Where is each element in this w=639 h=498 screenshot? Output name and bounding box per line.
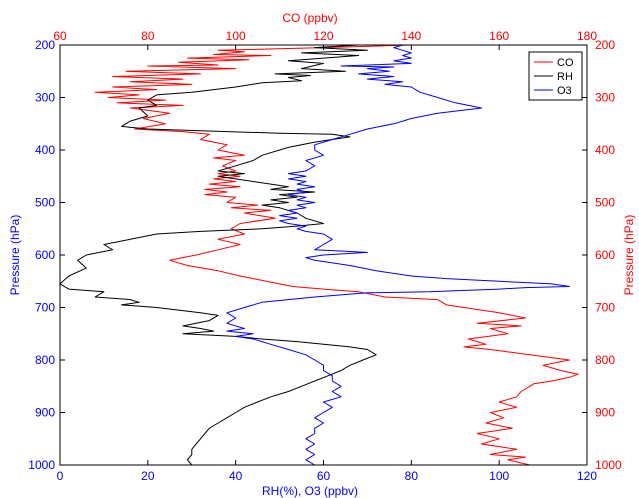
right-y-tick-label: 1000 — [595, 458, 622, 472]
bottom-x-tick-label: 80 — [405, 469, 419, 483]
legend-label-rh: RH — [557, 71, 573, 83]
bottom-x-axis-label: RH(%), O3 (ppbv) — [262, 484, 358, 498]
left-y-tick-label: 200 — [35, 38, 55, 52]
right-y-tick-label: 500 — [595, 196, 615, 210]
bottom-x-tick-label: 100 — [489, 469, 509, 483]
left-y-tick-label: 300 — [35, 91, 55, 105]
right-y-tick-label: 600 — [595, 248, 615, 262]
top-x-tick-label: 160 — [489, 29, 509, 43]
right-y-axis-label: Pressure (hPa) — [622, 215, 636, 296]
left-y-tick-label: 400 — [35, 143, 55, 157]
top-x-tick-label: 100 — [226, 29, 246, 43]
legend-label-o3: O3 — [557, 85, 572, 97]
legend: CO RH O3 — [528, 51, 583, 101]
bottom-x-tick-label: 20 — [141, 469, 155, 483]
left-y-tick-label: 800 — [35, 353, 55, 367]
top-x-tick-label: 60 — [53, 29, 67, 43]
left-y-tick-label: 500 — [35, 196, 55, 210]
bottom-x-tick-label: 0 — [57, 469, 64, 483]
series-line-rh — [59, 44, 377, 466]
left-y-tick-label: 700 — [35, 301, 55, 315]
top-x-tick-label: 120 — [313, 29, 333, 43]
right-y-tick-label: 800 — [595, 353, 615, 367]
left-y-tick-label: 900 — [35, 406, 55, 420]
left-y-tick-label: 600 — [35, 248, 55, 262]
plot-lines — [59, 44, 579, 466]
left-y-axis-label: Pressure (hPa) — [8, 215, 22, 296]
bottom-x-tick-label: 60 — [317, 469, 331, 483]
top-x-tick-label: 80 — [141, 29, 155, 43]
bottom-x-tick-label: 120 — [577, 469, 597, 483]
bottom-x-tick-label: 40 — [229, 469, 243, 483]
right-y-tick-label: 900 — [595, 406, 615, 420]
right-y-tick-label: 400 — [595, 143, 615, 157]
left-y-tick-label: 1000 — [28, 458, 55, 472]
right-y-tick-label: 700 — [595, 301, 615, 315]
top-x-tick-label: 180 — [577, 29, 597, 43]
series-line-co — [94, 44, 579, 466]
top-x-axis-label: CO (ppbv) — [282, 11, 337, 25]
series-line-o3 — [226, 44, 570, 466]
right-y-tick-label: 200 — [595, 38, 615, 52]
top-x-tick-label: 140 — [401, 29, 421, 43]
right-y-tick-label: 300 — [595, 91, 615, 105]
legend-label-co: CO — [557, 57, 574, 69]
